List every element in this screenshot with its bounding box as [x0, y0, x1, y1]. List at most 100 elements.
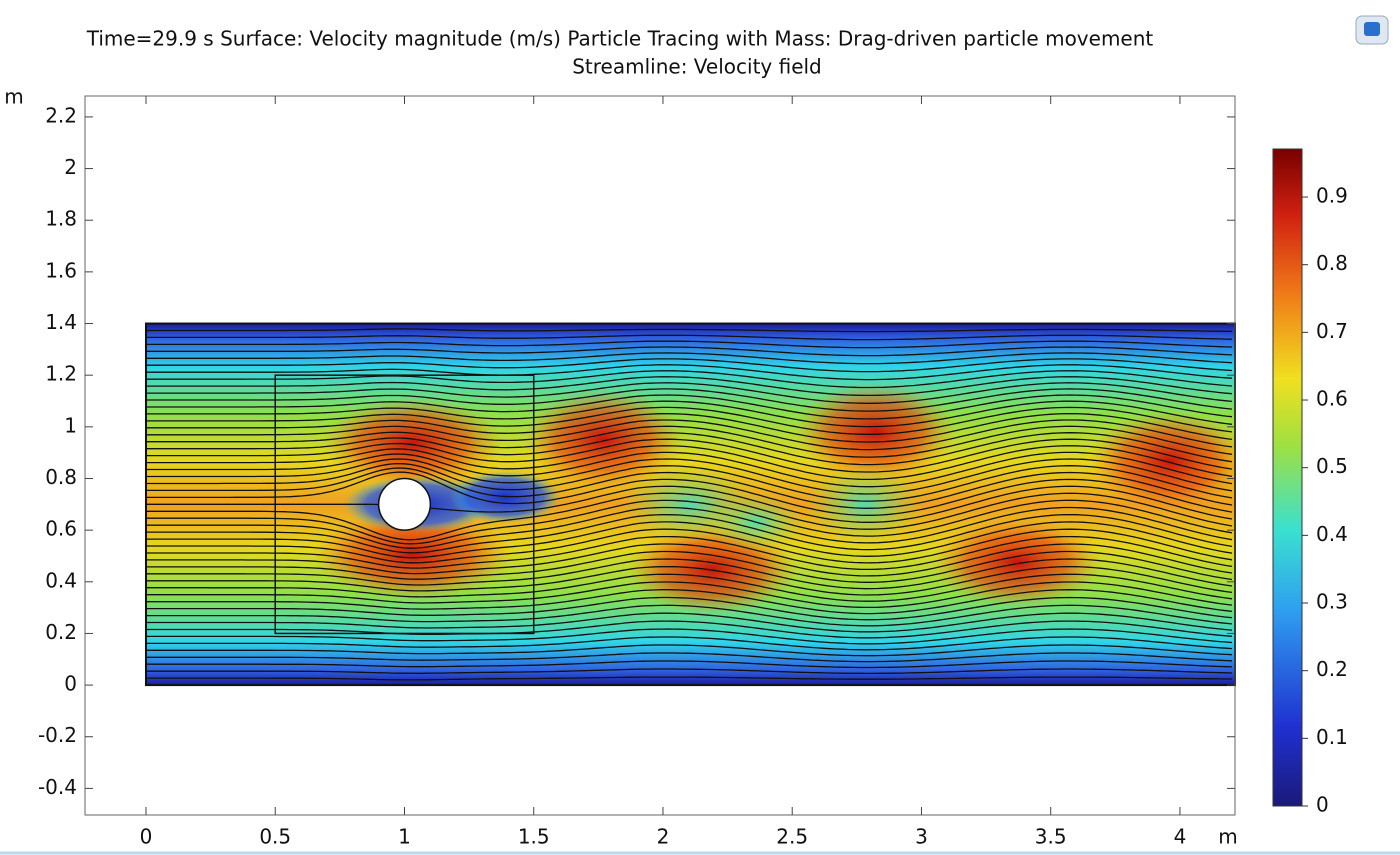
- streamline: [146, 628, 1233, 645]
- x-unit: m: [1218, 825, 1237, 849]
- streamline: [146, 492, 1233, 541]
- y-tick-label: 1.2: [45, 362, 77, 386]
- y-tick-label: 1.4: [45, 310, 77, 334]
- y-tick-label: 0.4: [45, 568, 77, 592]
- colorbar: [1272, 148, 1303, 807]
- streamline: [146, 376, 1233, 397]
- y-tick-label: 0: [64, 672, 77, 696]
- x-tick-label: 2.5: [776, 825, 808, 849]
- streamline: [146, 528, 1233, 564]
- streamline: [146, 352, 1233, 365]
- velocity-surface: [146, 323, 1236, 686]
- y-tick-label: 2.2: [45, 103, 77, 127]
- inner-box: [274, 374, 535, 635]
- y-tick-label: 0.2: [45, 620, 77, 644]
- streamline: [146, 506, 1233, 549]
- streamline: [146, 589, 1233, 615]
- colorbar-tick-label: 0.3: [1316, 590, 1348, 614]
- streamline: [146, 471, 1233, 516]
- streamline: [146, 565, 1233, 596]
- streamline: [146, 394, 1233, 420]
- streamline: [146, 425, 1233, 458]
- streamline: [146, 521, 1233, 559]
- y-tick-label: 0.6: [45, 517, 77, 541]
- colorbar-tick-label: 0.8: [1316, 251, 1348, 275]
- streamline: [146, 346, 1233, 357]
- colorbar-tick-label: 0.7: [1316, 319, 1348, 343]
- streamlines: [146, 328, 1233, 681]
- colorbar-tick-label: 0.1: [1316, 725, 1348, 749]
- streamline: [146, 364, 1233, 381]
- streamline: [146, 612, 1233, 633]
- streamline: [146, 438, 1233, 473]
- colorbar-tick-label: 0.4: [1316, 522, 1348, 546]
- streamline: [146, 676, 1232, 681]
- y-tick-label: 1.6: [45, 258, 77, 282]
- streamline: [146, 573, 1233, 602]
- streamline: [146, 604, 1233, 627]
- y-tick-label: 0.8: [45, 465, 77, 489]
- x-tick-label: 3: [915, 825, 928, 849]
- colorbar-tick-label: 0.6: [1316, 387, 1348, 411]
- streamline: [146, 668, 1233, 675]
- x-tick-label: 0.5: [259, 825, 291, 849]
- app-icon: [1355, 15, 1389, 45]
- streamline: [146, 620, 1233, 639]
- streamline: [146, 467, 1233, 509]
- chart-subtitle: Streamline: Velocity field: [572, 55, 822, 79]
- streamline: [146, 382, 1233, 404]
- y-tick-label: 1: [64, 413, 77, 437]
- colorbar-tick-label: 0: [1316, 793, 1329, 817]
- streamline: [146, 400, 1233, 428]
- streamline: [146, 660, 1233, 669]
- x-tick-label: 3.5: [1035, 825, 1067, 849]
- streamline: [146, 485, 1233, 523]
- colorbar-tick-label: 0.2: [1316, 657, 1348, 681]
- x-tick-label: 1: [398, 825, 411, 849]
- vortex-region: [932, 517, 1103, 608]
- x-tick-label: 2: [657, 825, 670, 849]
- streamline: [146, 636, 1233, 651]
- x-tick-label: 4: [1174, 825, 1187, 849]
- streamline: [146, 370, 1233, 389]
- vortex-region: [795, 381, 956, 482]
- streamline: [146, 596, 1233, 621]
- streamline: [146, 543, 1233, 577]
- plot-frame: [84, 95, 1236, 816]
- y-tick-label: 2: [64, 155, 77, 179]
- streamline: [146, 334, 1233, 341]
- streamline: [146, 513, 1233, 554]
- colorbar-tick-label: 0.9: [1316, 184, 1348, 208]
- streamline: [146, 462, 1233, 502]
- streamline: [146, 550, 1233, 583]
- streamline: [146, 419, 1233, 451]
- streamline: [146, 445, 1233, 481]
- streamline: [146, 499, 1233, 545]
- y-tick-label: -0.2: [38, 723, 77, 747]
- streamline: [146, 413, 1233, 443]
- y-tick-label: 1.8: [45, 207, 77, 231]
- y-unit: m: [4, 85, 23, 109]
- streamline: [146, 535, 1233, 571]
- streamline: [146, 432, 1233, 466]
- streamline: [146, 558, 1233, 590]
- streamline: [146, 451, 1233, 488]
- streamline: [146, 388, 1233, 412]
- streamline: [146, 581, 1233, 609]
- streamline: [146, 340, 1233, 349]
- cylinder: [377, 477, 432, 531]
- x-tick-label: 1.5: [518, 825, 550, 849]
- streamline: [146, 328, 1233, 333]
- colorbar-tick-label: 0.5: [1316, 454, 1348, 478]
- streamline: [146, 406, 1233, 435]
- x-tick-label: 0: [140, 825, 153, 849]
- streamline: [146, 358, 1233, 373]
- streamline: [146, 652, 1233, 663]
- vortex-region: [322, 397, 503, 488]
- chart-title: Time=29.9 s Surface: Velocity magnitude …: [86, 27, 1154, 51]
- streamline: [146, 458, 1233, 495]
- streamline: [146, 644, 1233, 657]
- y-tick-label: -0.4: [38, 775, 77, 799]
